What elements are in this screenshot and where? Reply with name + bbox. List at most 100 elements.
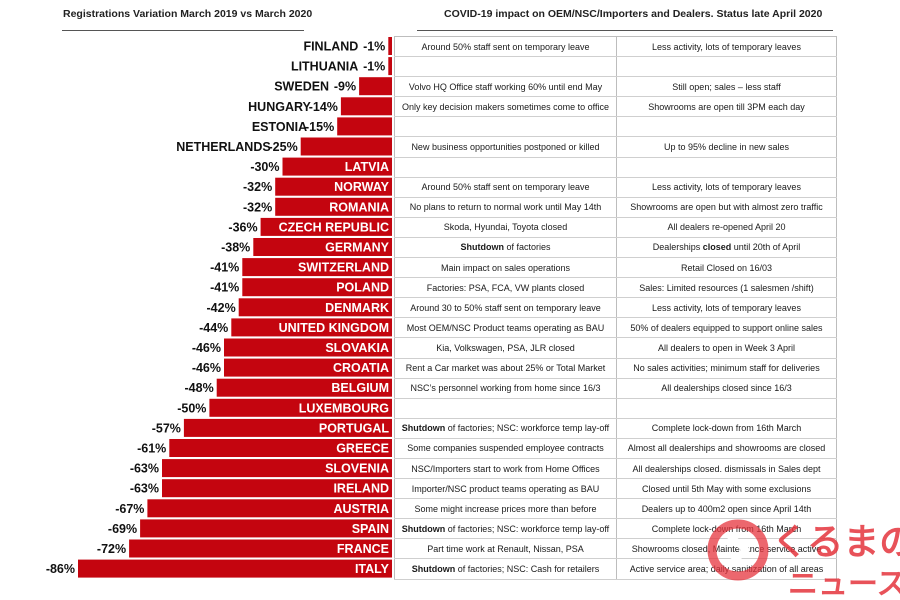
- dealer-impact-text: Up to 95% decline in new sales: [663, 142, 790, 153]
- oem-impact-cell: Shutdown of factories; NSC: workforce te…: [394, 519, 617, 539]
- country-label: SLOVENIA: [325, 462, 389, 476]
- table-row: Some companies suspended employee contra…: [394, 438, 837, 459]
- table-row: Around 30 to 50% staff sent on temporary…: [394, 298, 837, 319]
- table-row: New business opportunities postponed or …: [394, 137, 837, 158]
- country-label: LATVIA: [345, 160, 389, 174]
- dealer-impact-cell: Less activity, lots of temporary leaves: [617, 177, 837, 197]
- value-label: -41%: [210, 281, 239, 295]
- oem-impact-text: Rent a Car market was about 25% or Total…: [405, 363, 606, 374]
- dealer-impact-text: Showrooms are open till 3PM each day: [648, 101, 805, 112]
- oem-impact-cell: Around 50% staff sent on temporary leave: [394, 37, 617, 57]
- dealer-impact-cell: Complete lock-down from 16th March: [617, 418, 837, 438]
- oem-impact-text: NSC/Importers start to work from Home Of…: [411, 463, 600, 474]
- bar-ireland: [162, 479, 392, 498]
- table-row: Main impact on sales operations Retail Cl…: [394, 258, 837, 279]
- dealer-impact-text: Sales: Limited resources (1 salesmen /sh…: [639, 282, 814, 293]
- table-row: Rent a Car market was about 25% or Total…: [394, 358, 837, 379]
- dealer-impact-cell: Still open; sales – less staff: [617, 77, 837, 97]
- oem-impact-text: Most OEM/NSC Product teams operating as …: [406, 322, 605, 333]
- table-row: Shutdown of factories Dealerships closed …: [394, 237, 837, 259]
- value-label: -41%: [210, 261, 239, 275]
- country-label: SWITZERLAND: [298, 261, 389, 275]
- bar-czech-republic: [260, 217, 392, 236]
- dealer-impact-cell: Dealers up to 400m2 open since April 14t…: [617, 499, 837, 519]
- bar-greece: [169, 439, 392, 457]
- oem-impact-text: of factories; NSC: Cash for retailers: [455, 563, 600, 574]
- dealer-impact-bold: closed: [702, 242, 732, 253]
- oem-impact-bold: Shutdown: [460, 242, 504, 253]
- country-label: FINLAND: [303, 40, 358, 54]
- country-label: SLOVAKIA: [325, 341, 389, 355]
- dealer-impact-text: Retail Closed on 16/03: [680, 262, 773, 273]
- bar-lithuania: [388, 57, 392, 76]
- dealer-impact-text: Dealerships: [652, 242, 703, 253]
- oem-impact-cell: Kia, Volkswagen, PSA, JLR closed: [394, 338, 617, 358]
- bar-switzerland: [242, 258, 392, 277]
- dealer-impact-cell: Showrooms are open till 3PM each day: [617, 97, 837, 117]
- bar-austria: [147, 499, 392, 518]
- bar-romania: [275, 197, 392, 216]
- value-label: -61%: [137, 442, 166, 456]
- oem-impact-bold: Shutdown: [401, 423, 446, 434]
- country-label: IRELAND: [333, 482, 389, 496]
- dealer-impact-cell: All dealerships closed since 16/3: [617, 378, 837, 398]
- country-label: SPAIN: [352, 522, 389, 536]
- value-label: -25%: [269, 140, 298, 154]
- chart-title-underline: [62, 30, 304, 31]
- oem-impact-bold: Shutdown: [411, 563, 456, 574]
- oem-impact-text: Factories: PSA, FCA, VW plants closed: [426, 282, 585, 293]
- country-label: DENMARK: [325, 301, 389, 315]
- table-row: Importer/NSC product teams operating as …: [394, 479, 837, 500]
- country-label: CROATIA: [333, 361, 389, 375]
- dealer-impact-cell: [617, 157, 837, 177]
- value-label: -69%: [108, 522, 137, 536]
- table-row: Some might increase prices more than bef…: [394, 499, 837, 520]
- chart-title: Registrations Variation March 2019 vs Ma…: [63, 8, 313, 20]
- logo-line1: くるまの: [772, 522, 900, 563]
- oem-impact-cell: NSC’s personnel working from home since …: [394, 378, 617, 398]
- dealer-impact-cell: All dealers to open in Week 3 April: [617, 338, 837, 358]
- dealer-impact-cell: Dealerships closed until 20th of April: [617, 237, 837, 258]
- dealer-impact-cell: Almost all dealerships and showrooms are…: [617, 438, 837, 458]
- value-label: -46%: [192, 341, 221, 355]
- bar-germany: [253, 238, 392, 256]
- dealer-impact-cell: No sales activities; minimum staff for d…: [617, 358, 837, 378]
- country-label: UNITED KINGDOM: [279, 321, 389, 335]
- table-row: Factories: PSA, FCA, VW plants closed Sal…: [394, 278, 837, 299]
- value-label: -30%: [250, 160, 279, 174]
- bar-poland: [242, 278, 392, 297]
- oem-impact-bold: Shutdown: [401, 523, 446, 534]
- country-label: PORTUGAL: [319, 421, 390, 435]
- country-label: NETHERLANDS: [176, 140, 270, 154]
- oem-impact-text: NSC’s personnel working from home since …: [410, 383, 601, 394]
- table-row: Around 50% staff sent on temporary leave…: [394, 37, 837, 58]
- dealer-impact-cell: 50% of dealers equipped to support onlin…: [617, 318, 837, 338]
- value-label: -57%: [152, 421, 181, 435]
- dealer-impact-text-end: until 20th of April: [731, 242, 801, 253]
- country-label: SWEDEN: [274, 80, 329, 94]
- dealer-impact-text: Less activity, lots of temporary leaves: [652, 302, 801, 313]
- country-label: LITHUANIA: [291, 60, 358, 74]
- value-label: -42%: [207, 301, 236, 315]
- value-label: -72%: [97, 542, 126, 556]
- value-label: -36%: [228, 220, 257, 234]
- bar-slovakia: [224, 338, 392, 357]
- dealer-impact-cell: Retail Closed on 16/03: [617, 258, 837, 278]
- value-label: -9%: [334, 80, 356, 94]
- table-row: Kia, Volkswagen, PSA, JLR closed All deal…: [394, 338, 837, 359]
- kuruma-no-news-logo: くるまの ニュース: [707, 519, 900, 600]
- bar-netherlands: [300, 137, 392, 156]
- value-label: -14%: [309, 100, 338, 114]
- oem-impact-text: Volvo HQ Office staff working 60% until …: [408, 81, 603, 92]
- oem-impact-text: New business opportunities postponed or …: [411, 142, 600, 153]
- country-label: LUXEMBOURG: [299, 401, 389, 415]
- bar-norway: [275, 177, 392, 196]
- oem-impact-text: Only key decision makers sometimes come …: [402, 101, 609, 112]
- bar-portugal: [183, 418, 392, 437]
- oem-impact-text: Around 30 to 50% staff sent on temporary…: [410, 302, 601, 313]
- dealer-impact-cell: [617, 57, 837, 77]
- value-label: -67%: [115, 502, 144, 516]
- oem-impact-cell: Some might increase prices more than bef…: [394, 499, 617, 519]
- oem-impact-text: of factories; NSC: workforce temp lay-of…: [445, 423, 610, 434]
- value-label: -38%: [221, 241, 250, 255]
